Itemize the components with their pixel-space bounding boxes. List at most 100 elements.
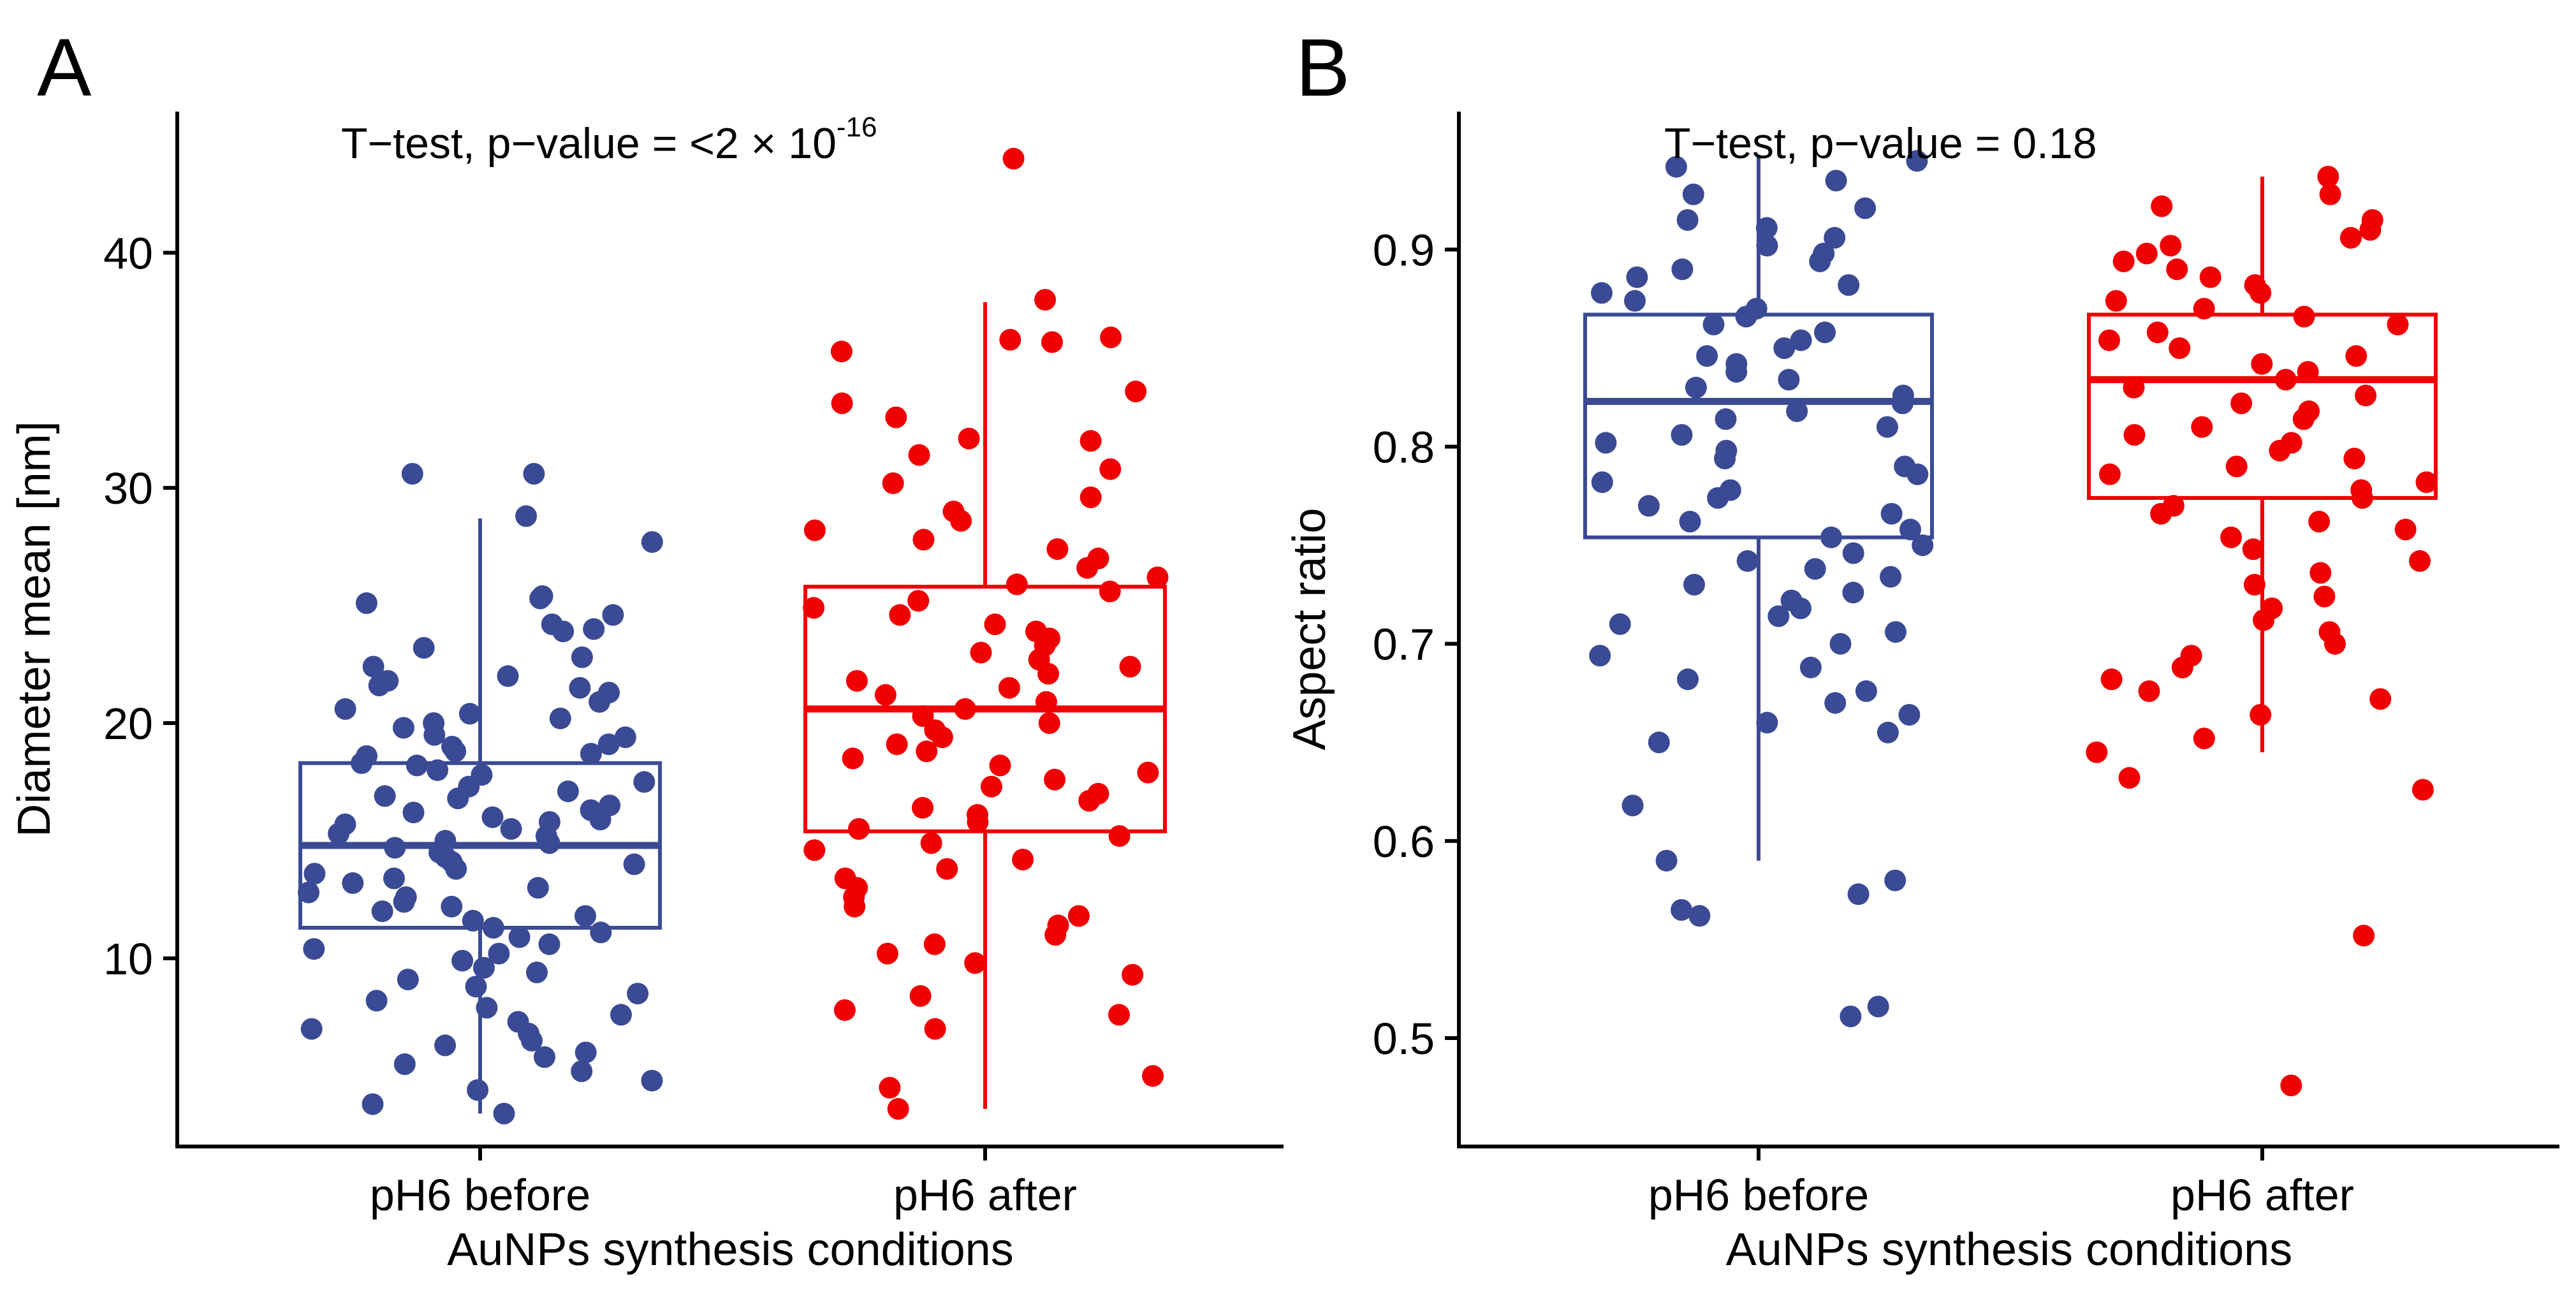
data-point: [549, 707, 571, 729]
data-point: [627, 983, 649, 1005]
data-point: [1044, 924, 1067, 946]
data-point: [2250, 282, 2272, 304]
data-point: [383, 867, 405, 890]
data-point: [1842, 582, 1864, 604]
data-point: [2242, 538, 2264, 560]
data-point: [384, 837, 406, 859]
data-point: [445, 858, 467, 880]
data-point: [1898, 704, 1921, 726]
data-point: [1637, 495, 1660, 517]
data-point: [328, 823, 350, 845]
data-point: [1035, 691, 1057, 713]
data-point: [1671, 424, 1693, 446]
data-point: [1100, 326, 1122, 349]
data-point: [989, 754, 1011, 777]
data-point: [1655, 849, 1678, 872]
data-point: [980, 775, 1002, 798]
data-point: [467, 1079, 489, 1101]
data-point: [1820, 526, 1842, 548]
data-point: [342, 872, 364, 894]
data-point: [392, 717, 414, 739]
data-point: [1804, 558, 1826, 580]
data-point: [538, 933, 560, 955]
y-axis-title: Aspect ratio: [1284, 508, 1335, 750]
data-point: [2293, 305, 2315, 328]
data-point: [2359, 219, 2382, 241]
data-point: [2319, 183, 2341, 205]
data-point: [916, 740, 938, 763]
data-point: [476, 997, 498, 1019]
data-point: [2394, 518, 2417, 541]
data-point: [1880, 566, 1902, 588]
data-point: [1648, 731, 1670, 754]
data-point: [885, 406, 907, 428]
data-point: [406, 754, 428, 777]
data-point: [1034, 289, 1057, 311]
data-point: [1012, 849, 1034, 870]
data-point: [984, 613, 1006, 636]
data-point: [526, 962, 548, 983]
data-point: [1696, 345, 1718, 367]
data-point: [1736, 550, 1759, 572]
data-point: [909, 985, 932, 1007]
data-point: [2112, 250, 2135, 272]
data-point: [1814, 321, 1836, 344]
data-point: [1880, 502, 1903, 525]
x-tick-label: pH6 after: [893, 1170, 1077, 1220]
data-point: [2098, 329, 2120, 351]
data-point: [2086, 741, 2108, 763]
data-point: [2339, 226, 2362, 249]
data-point: [538, 832, 560, 854]
data-point: [1665, 156, 1687, 178]
data-point: [472, 956, 495, 979]
y-tick-label: 0.8: [1373, 423, 1435, 472]
data-point: [351, 752, 373, 774]
data-point: [2151, 195, 2173, 217]
data-point: [590, 921, 612, 944]
series-before: [1583, 150, 1934, 1027]
data-point: [1609, 613, 1631, 635]
data-point: [1756, 235, 1778, 257]
data-point: [1855, 680, 1877, 702]
data-point: [2269, 439, 2291, 462]
data-point: [583, 618, 605, 640]
data-point: [803, 839, 826, 861]
data-point: [529, 587, 552, 610]
y-tick-label: 0.7: [1373, 620, 1435, 670]
data-point: [589, 691, 611, 713]
data-point: [1671, 258, 1694, 281]
data-point: [879, 1076, 901, 1099]
data-point: [1809, 250, 1831, 272]
data-point: [614, 726, 636, 749]
data-point: [1119, 656, 1141, 678]
y-tick-label: 20: [103, 699, 153, 749]
data-point: [571, 1060, 593, 1082]
data-point: [1038, 712, 1060, 734]
data-point: [557, 780, 579, 802]
data-point: [521, 1030, 543, 1051]
data-point: [298, 881, 319, 904]
data-point: [2345, 345, 2367, 367]
data-point: [623, 853, 645, 875]
data-point: [1714, 448, 1736, 470]
data-point: [2199, 266, 2221, 288]
data-point: [1682, 183, 1704, 205]
data-point: [574, 905, 596, 927]
data-point: [447, 787, 469, 810]
data-point: [362, 656, 384, 678]
x-axis-title: AuNPs synthesis conditions: [1726, 1224, 2292, 1275]
x-axis-title: AuNPs synthesis conditions: [447, 1224, 1013, 1275]
data-point: [1877, 721, 1899, 743]
data-point: [1626, 266, 1648, 288]
data-point: [523, 463, 545, 485]
data-point: [1847, 883, 1870, 905]
chart-panel-b: B 0.5 0.6 0.7 0.8 0.9 pH6 before pH6 afterAuNPs…: [1284, 22, 2559, 1275]
data-point: [2369, 688, 2392, 710]
data-point: [508, 926, 531, 948]
annotation-text: T−test, p−value = 0.18: [1664, 119, 2097, 168]
data-point: [2317, 166, 2339, 187]
data-point: [1735, 305, 1757, 328]
y-tick-label: 0.9: [1373, 225, 1435, 275]
annotation-text: T−test, p−value = <2 × 10-16: [341, 112, 877, 168]
